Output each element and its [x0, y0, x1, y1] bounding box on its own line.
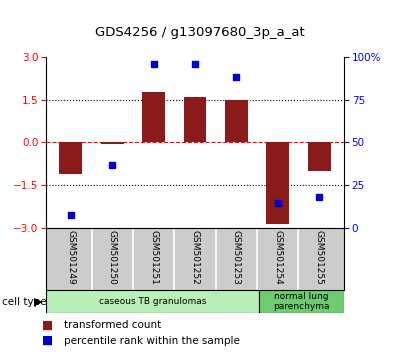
Bar — [308, 143, 330, 171]
Text: GDS4256 / g13097680_3p_a_at: GDS4256 / g13097680_3p_a_at — [95, 26, 305, 39]
Bar — [60, 143, 82, 174]
Text: ▶: ▶ — [34, 297, 42, 307]
Point — [109, 162, 116, 168]
Bar — [46, 290, 259, 313]
Text: GSM501249: GSM501249 — [66, 230, 75, 285]
Text: GSM501254: GSM501254 — [273, 230, 282, 285]
Text: GSM501252: GSM501252 — [190, 230, 200, 285]
Bar — [142, 92, 165, 143]
Text: GSM501255: GSM501255 — [315, 230, 324, 285]
Text: cell type: cell type — [2, 297, 47, 307]
Text: GSM501250: GSM501250 — [108, 230, 117, 285]
Point — [233, 74, 240, 80]
Point — [68, 212, 74, 217]
Point — [150, 61, 157, 66]
Text: GSM501253: GSM501253 — [232, 230, 241, 285]
Bar — [266, 143, 289, 224]
Bar — [184, 97, 206, 143]
Text: GSM501251: GSM501251 — [149, 230, 158, 285]
Text: ■: ■ — [42, 319, 53, 331]
Text: caseous TB granulomas: caseous TB granulomas — [99, 297, 206, 306]
Point — [192, 61, 198, 66]
Bar — [101, 143, 124, 144]
Point — [316, 195, 322, 200]
Point — [274, 200, 281, 205]
Text: normal lung
parenchyma: normal lung parenchyma — [273, 292, 330, 312]
Bar — [225, 99, 248, 143]
Text: ■: ■ — [42, 334, 53, 347]
Text: transformed count: transformed count — [64, 320, 161, 330]
Bar — [259, 290, 344, 313]
Text: percentile rank within the sample: percentile rank within the sample — [64, 336, 240, 346]
